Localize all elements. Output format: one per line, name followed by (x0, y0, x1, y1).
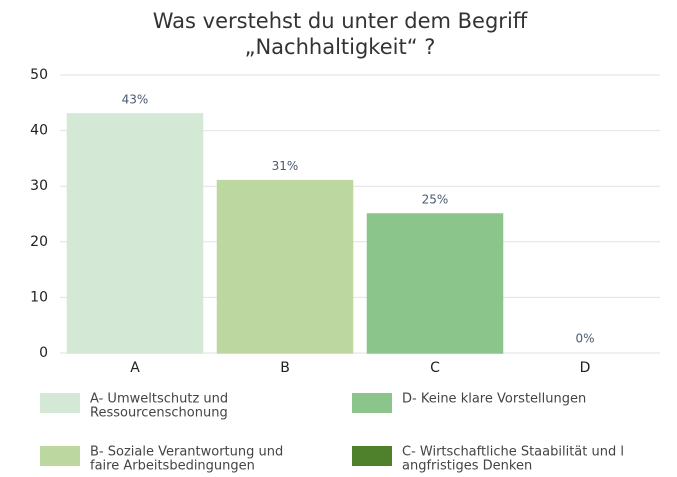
y-tick-label: 40 (30, 123, 48, 139)
value-label: 0% (575, 332, 594, 346)
y-tick-label: 20 (30, 234, 48, 250)
legend-swatch (40, 393, 80, 413)
y-tick-label: 30 (30, 178, 48, 194)
legend-label: A- Umweltschutz und (90, 392, 228, 407)
chart-title: Was verstehst du unter dem Begriff (153, 9, 528, 33)
bar (216, 179, 354, 354)
x-tick-label: A (130, 360, 140, 376)
legend-label: C- Wirtschaftliche Staabilität und l (402, 445, 624, 460)
value-label: 43% (122, 92, 149, 106)
x-tick-label: D (580, 360, 591, 376)
chart-title: „Nachhaltigkeit“ ? (245, 35, 436, 59)
y-tick-label: 50 (30, 67, 48, 83)
legend-label: Ressourcenschonung (90, 406, 228, 421)
bar (366, 213, 504, 354)
value-label: 31% (272, 159, 299, 173)
legend-swatch (352, 393, 392, 413)
legend-label: angfristiges Denken (402, 459, 532, 474)
legend-swatch (40, 446, 80, 466)
legend-swatch (352, 446, 392, 466)
legend-label: faire Arbeitsbedingungen (90, 459, 255, 474)
legend-label: B- Soziale Verantwortung und (90, 445, 283, 460)
x-tick-label: C (430, 360, 440, 376)
y-tick-label: 0 (39, 345, 48, 361)
y-tick-label: 10 (30, 289, 48, 305)
value-label: 25% (422, 193, 449, 207)
legend-label: D- Keine klare Vorstellungen (402, 392, 586, 407)
bar (66, 113, 204, 354)
x-tick-label: B (280, 360, 290, 376)
